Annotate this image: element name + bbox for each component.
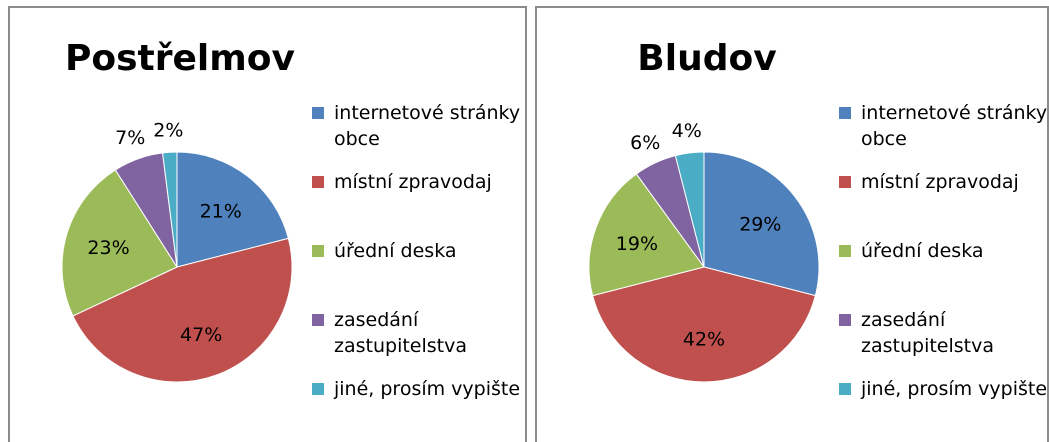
chart-panel: Postřelmov 21% 47% 23% 7% 2% internetové strán…	[8, 6, 527, 442]
legend-swatch	[312, 107, 324, 119]
legend-label: úřední deska	[861, 240, 984, 262]
legend-swatch	[839, 176, 851, 188]
legend-item: jiné, prosím vypište	[312, 376, 539, 402]
pie: 21% 47% 23% 7% 2%	[61, 119, 293, 383]
pie-slice	[162, 151, 178, 268]
legend-item: místní zpravodaj	[312, 169, 539, 195]
chart-panel: Bludov 29% 42% 19% 6% 4% internetové stránky o…	[535, 6, 1049, 442]
legend-label: zasedání zastupitelstva	[334, 309, 467, 357]
pie-slice	[703, 151, 820, 297]
legend-item: úřední deska	[312, 238, 539, 264]
legend-label: zasedání zastupitelstva	[861, 309, 994, 357]
legend-swatch	[839, 107, 851, 119]
legend-item: zasedání zastupitelstva	[312, 307, 539, 359]
legend-label: úřední deska	[334, 240, 457, 262]
data-label: 23%	[87, 237, 129, 259]
legend-item: internetové stránky obce	[312, 100, 539, 152]
legend-item: internetové stránky obce	[839, 100, 1049, 152]
pie-slice	[588, 173, 705, 297]
legend-swatch	[312, 383, 324, 395]
legend-swatch	[312, 314, 324, 326]
pie-slice	[176, 151, 289, 268]
legend-item: jiné, prosím vypište	[839, 376, 1049, 402]
data-label: 47%	[180, 324, 222, 346]
legend-label: jiné, prosím vypište	[334, 378, 521, 400]
legend-label: místní zpravodaj	[334, 171, 492, 193]
legend-item: místní zpravodaj	[839, 169, 1049, 195]
legend-label: místní zpravodaj	[861, 171, 1019, 193]
data-label: 6%	[630, 132, 660, 154]
legend-swatch	[839, 314, 851, 326]
chart-title: Bludov	[637, 38, 777, 79]
data-label: 2%	[153, 119, 183, 141]
legend-swatch	[839, 245, 851, 257]
legend-swatch	[312, 176, 324, 188]
pie-slice	[592, 266, 816, 383]
pie: 29% 42% 19% 6% 4%	[588, 120, 820, 383]
pie-slice	[674, 151, 705, 268]
pie-slice	[72, 237, 293, 383]
data-label: 21%	[200, 201, 242, 223]
legend-label: jiné, prosím vypište	[861, 378, 1048, 400]
legend-swatch	[312, 245, 324, 257]
legend-item: zasedání zastupitelstva	[839, 307, 1049, 359]
legend-swatch	[839, 383, 851, 395]
chart-title: Postřelmov	[65, 38, 295, 79]
data-label: 42%	[683, 328, 725, 350]
data-label: 7%	[115, 127, 145, 149]
legend-label: internetové stránky obce	[334, 102, 521, 150]
data-label: 4%	[672, 120, 702, 142]
data-label: 29%	[739, 213, 781, 235]
legend-item: úřední deska	[839, 238, 1049, 264]
data-label: 19%	[616, 233, 658, 255]
legend-label: internetové stránky obce	[861, 102, 1048, 150]
pie-slice	[61, 169, 178, 317]
